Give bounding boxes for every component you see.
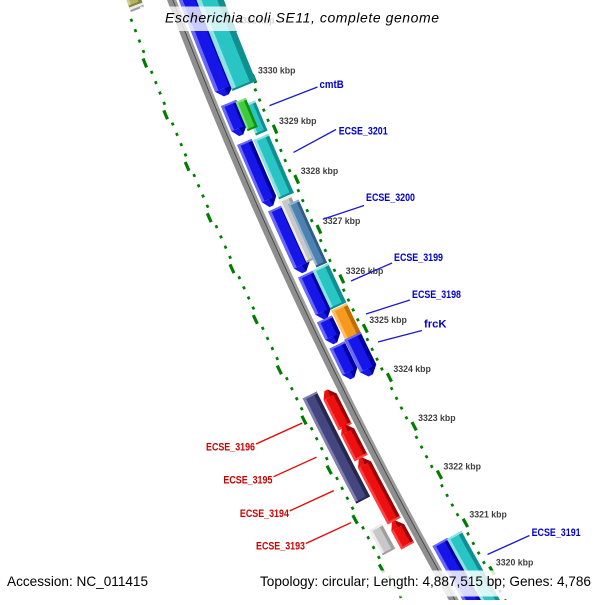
svg-text:3323 kbp: 3323 kbp xyxy=(418,413,456,423)
svg-text:3324 kbp: 3324 kbp xyxy=(393,364,431,374)
svg-text:cmtB: cmtB xyxy=(320,79,344,91)
svg-text:3322 kbp: 3322 kbp xyxy=(444,462,482,472)
svg-text:ECSE_3191: ECSE_3191 xyxy=(532,527,581,539)
svg-text:ECSE_3196: ECSE_3196 xyxy=(206,442,255,454)
svg-text:ECSE_3194: ECSE_3194 xyxy=(240,508,290,520)
svg-text:ECSE_3201: ECSE_3201 xyxy=(339,126,388,138)
svg-text:Accession: NC_011415: Accession: NC_011415 xyxy=(7,574,148,589)
svg-text:3329 kbp: 3329 kbp xyxy=(279,116,317,126)
svg-text:3326 kbp: 3326 kbp xyxy=(346,266,384,276)
svg-text:3325 kbp: 3325 kbp xyxy=(369,315,407,325)
svg-text:3327 kbp: 3327 kbp xyxy=(323,216,361,226)
svg-text:frcK: frcK xyxy=(424,318,447,330)
svg-text:3321 kbp: 3321 kbp xyxy=(469,510,507,520)
svg-text:Escherichia coli SE11, complet: Escherichia coli SE11, complete genome xyxy=(165,9,439,25)
svg-text:ECSE_3199: ECSE_3199 xyxy=(394,252,443,264)
svg-text:3328 kbp: 3328 kbp xyxy=(301,166,339,176)
svg-text:ECSE_3200: ECSE_3200 xyxy=(366,192,415,204)
svg-text:ECSE_3198: ECSE_3198 xyxy=(412,289,461,301)
svg-text:ECSE_3193: ECSE_3193 xyxy=(256,541,305,553)
svg-text:3330 kbp: 3330 kbp xyxy=(258,66,296,76)
svg-text:ECSE_3195: ECSE_3195 xyxy=(223,474,272,486)
svg-text:3320 kbp: 3320 kbp xyxy=(496,558,534,568)
svg-text:Topology: circular; Length: 4,: Topology: circular; Length: 4,887,515 bp… xyxy=(260,574,591,589)
